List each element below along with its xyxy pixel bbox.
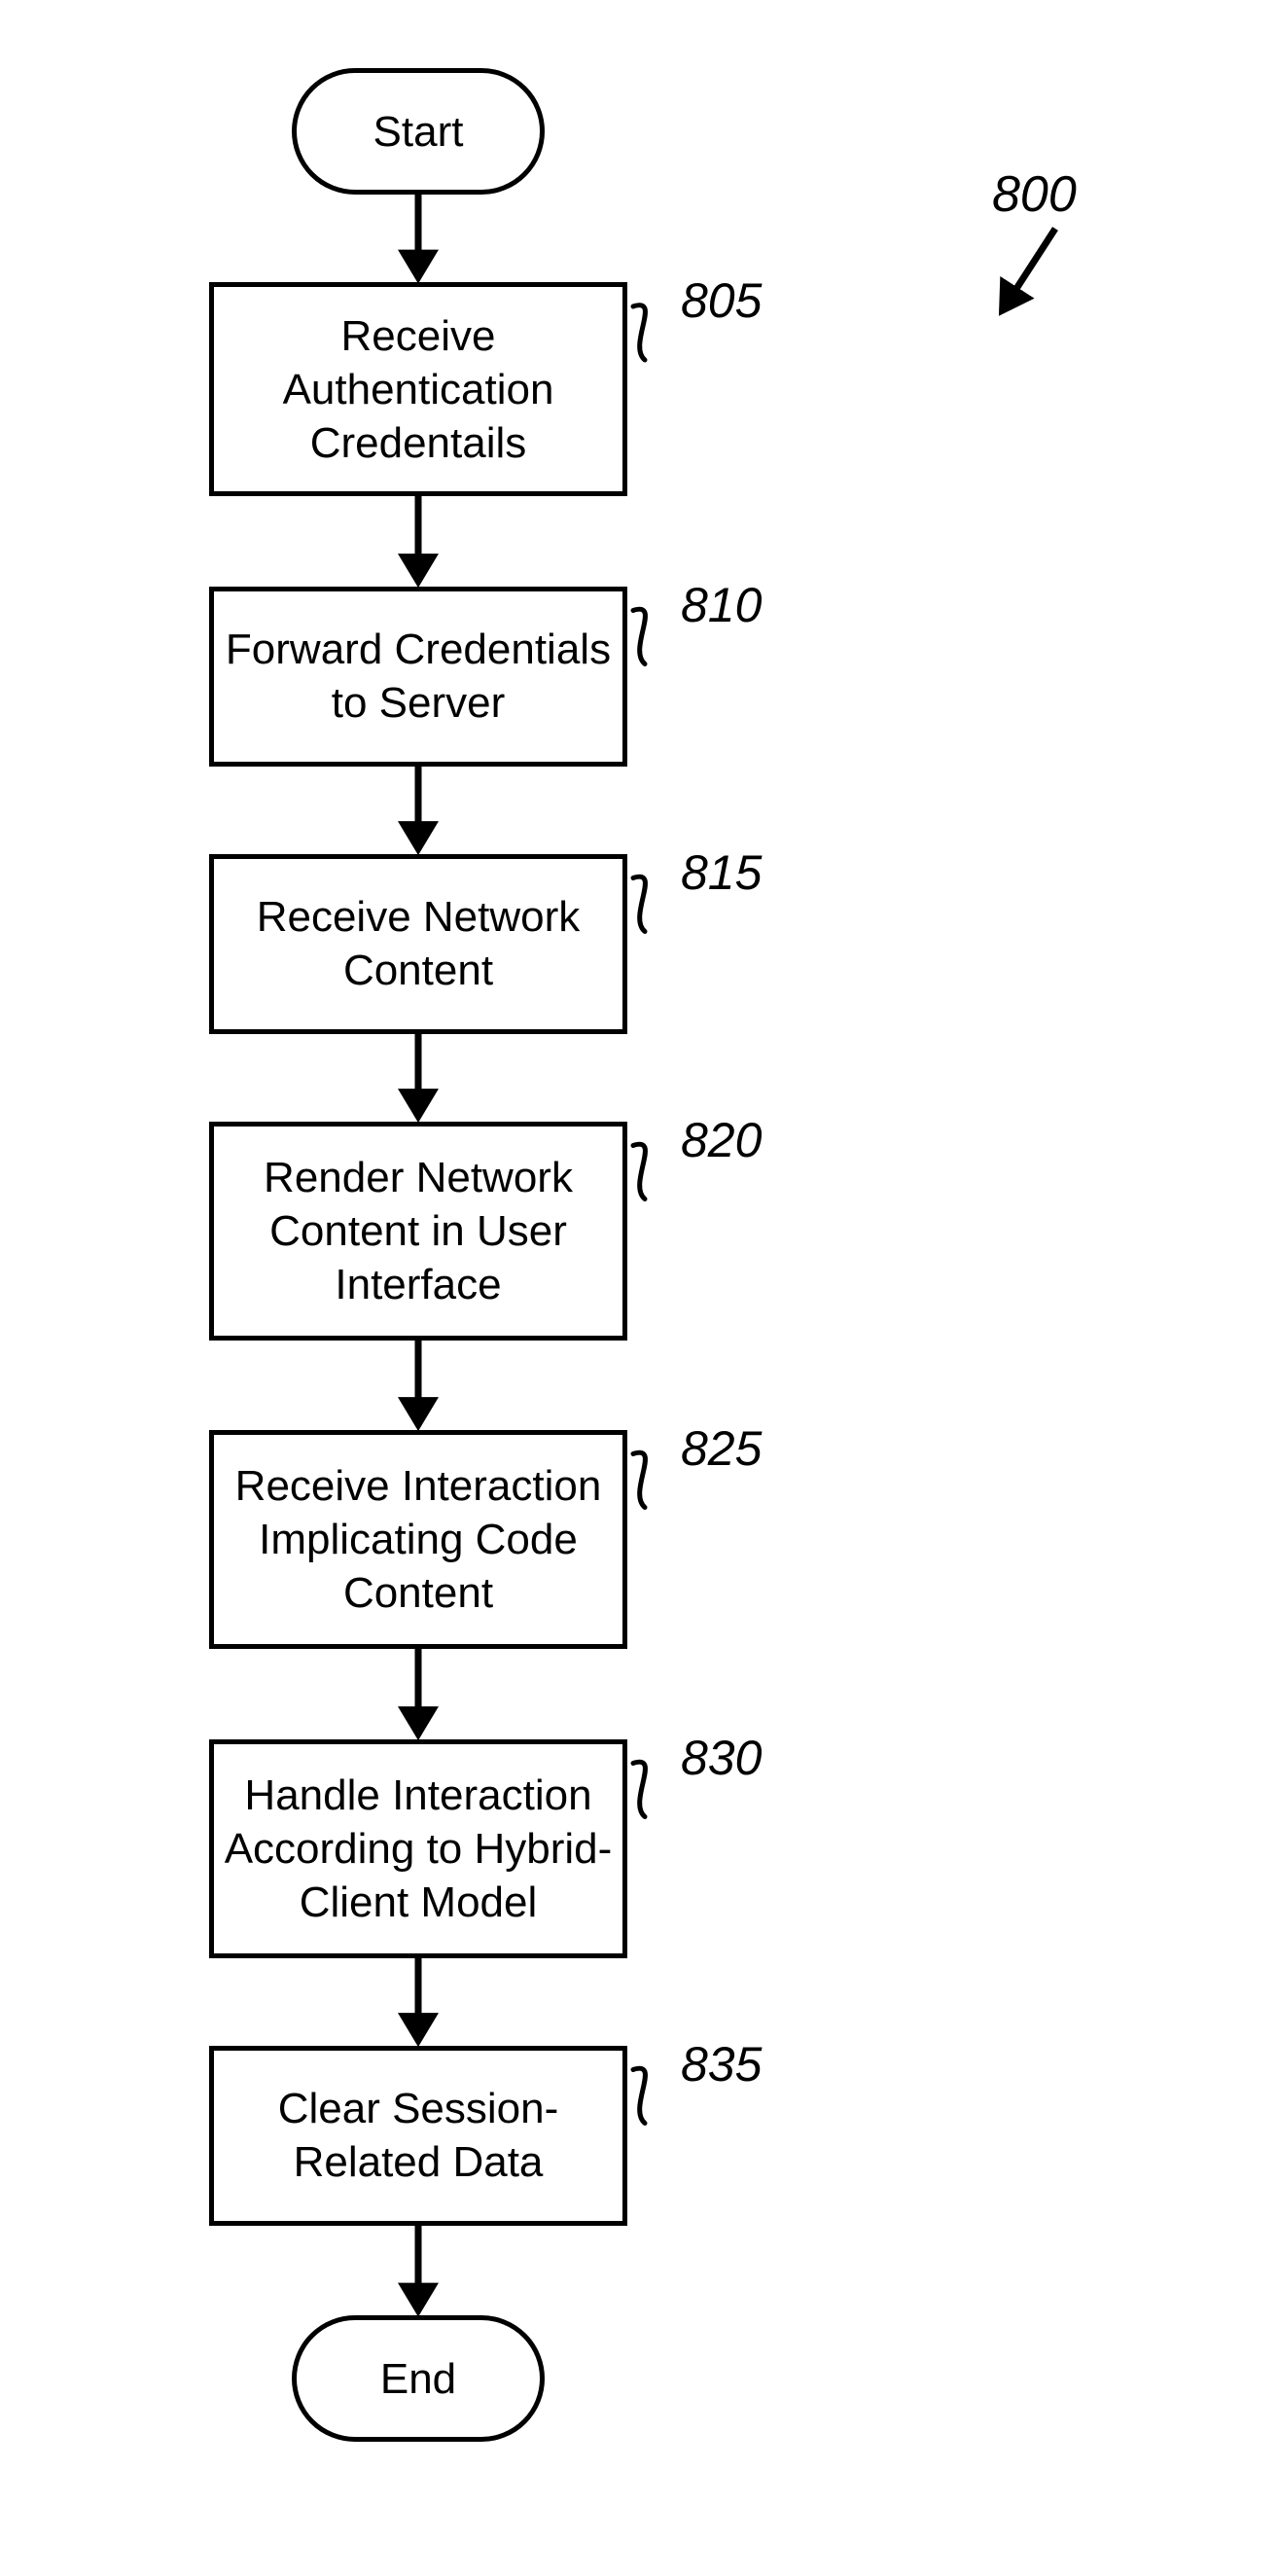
flowchart-step-830: Handle InteractionAccording to Hybrid-Cl… — [209, 1739, 627, 1958]
flowchart-start: Start — [292, 68, 545, 195]
start-label: Start — [373, 105, 464, 159]
ref-label-810: 810 — [681, 577, 762, 633]
end-label: End — [380, 2352, 456, 2406]
ref-label-835: 835 — [681, 2036, 762, 2093]
flowchart-step-815: Receive NetworkContent — [209, 854, 627, 1034]
figure-number-label: 800 — [992, 165, 1077, 224]
flowchart-connectors — [0, 0, 1278, 2576]
step-815-label: Receive NetworkContent — [257, 890, 581, 997]
step-830-label: Handle InteractionAccording to Hybrid-Cl… — [225, 1769, 613, 1929]
step-835-label: Clear Session-Related Data — [278, 2082, 559, 2189]
ref-label-815: 815 — [681, 844, 762, 901]
step-810-label: Forward Credentialsto Server — [226, 623, 611, 730]
step-820-label: Render NetworkContent in UserInterface — [264, 1151, 573, 1311]
flowchart-step-810: Forward Credentialsto Server — [209, 587, 627, 767]
flowchart-step-805: ReceiveAuthenticationCredentails — [209, 282, 627, 496]
ref-label-825: 825 — [681, 1420, 762, 1477]
ref-label-820: 820 — [681, 1112, 762, 1168]
ref-label-830: 830 — [681, 1730, 762, 1786]
ref-label-805: 805 — [681, 272, 762, 329]
flowchart-step-835: Clear Session-Related Data — [209, 2046, 627, 2226]
step-825-label: Receive InteractionImplicating CodeConte… — [235, 1459, 602, 1620]
flowchart-step-825: Receive InteractionImplicating CodeConte… — [209, 1430, 627, 1649]
flowchart-end: End — [292, 2315, 545, 2442]
flowchart-step-820: Render NetworkContent in UserInterface — [209, 1122, 627, 1341]
step-805-label: ReceiveAuthenticationCredentails — [283, 309, 554, 470]
